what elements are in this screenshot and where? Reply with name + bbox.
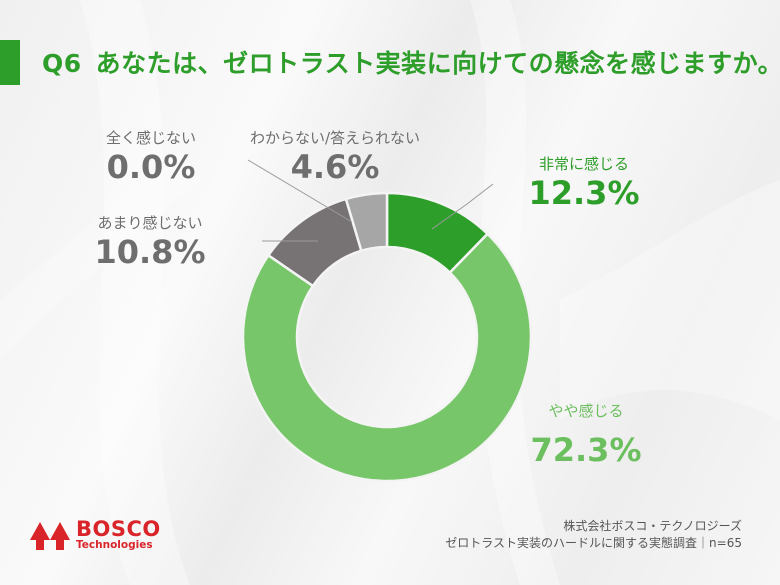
logo-name: BOSCO	[76, 517, 161, 541]
label-not-at-all: 全く感じない 0.0%	[92, 127, 210, 186]
label-name: やや感じる	[548, 402, 624, 420]
label-name: 非常に感じる	[538, 155, 629, 173]
label-somewhat: やや感じる 72.3%	[526, 400, 646, 469]
donut-slice-somewhat	[241, 232, 533, 483]
label-percent: 72.3%	[530, 431, 642, 469]
question-number: Q6	[42, 49, 82, 78]
label-percent: 0.0%	[106, 148, 196, 186]
label-name: わからない/答えられない	[249, 129, 421, 147]
leader-line	[247, 159, 353, 223]
label-name: 全く感じない	[105, 129, 196, 147]
donut-slice-dont-know	[344, 191, 389, 253]
label-dont-know: わからない/答えられない 4.6%	[240, 127, 430, 186]
label-name: あまり感じない	[97, 214, 203, 232]
footer-company: 株式会社ボスコ・テクノロジーズ	[563, 519, 742, 533]
question-text: あなたは、ゼロトラスト実装に向けての懸念を感じますか。	[95, 49, 780, 78]
label-percent: 12.3%	[528, 174, 640, 212]
title-accent-bar	[0, 40, 20, 85]
tree-logo-icon	[30, 521, 70, 550]
bosco-logo: BOSCO Technologies	[30, 519, 161, 551]
label-percent: 4.6%	[290, 148, 380, 186]
label-very: 非常に感じる 12.3%	[522, 153, 646, 212]
label-not-much: あまり感じない 10.8%	[82, 212, 218, 271]
footer-survey: ゼロトラスト実装のハードルに関する実態調査｜n=65	[445, 536, 742, 551]
logo-subtitle: Technologies	[76, 539, 153, 551]
label-percent: 10.8%	[94, 233, 206, 271]
footer-source: 株式会社ボスコ・テクノロジーズ ゼロトラスト実装のハードルに関する実態調査｜n=…	[445, 518, 742, 553]
page-title: Q6 あなたは、ゼロトラスト実装に向けての懸念を感じますか。	[42, 44, 780, 80]
leader-line	[431, 183, 494, 230]
